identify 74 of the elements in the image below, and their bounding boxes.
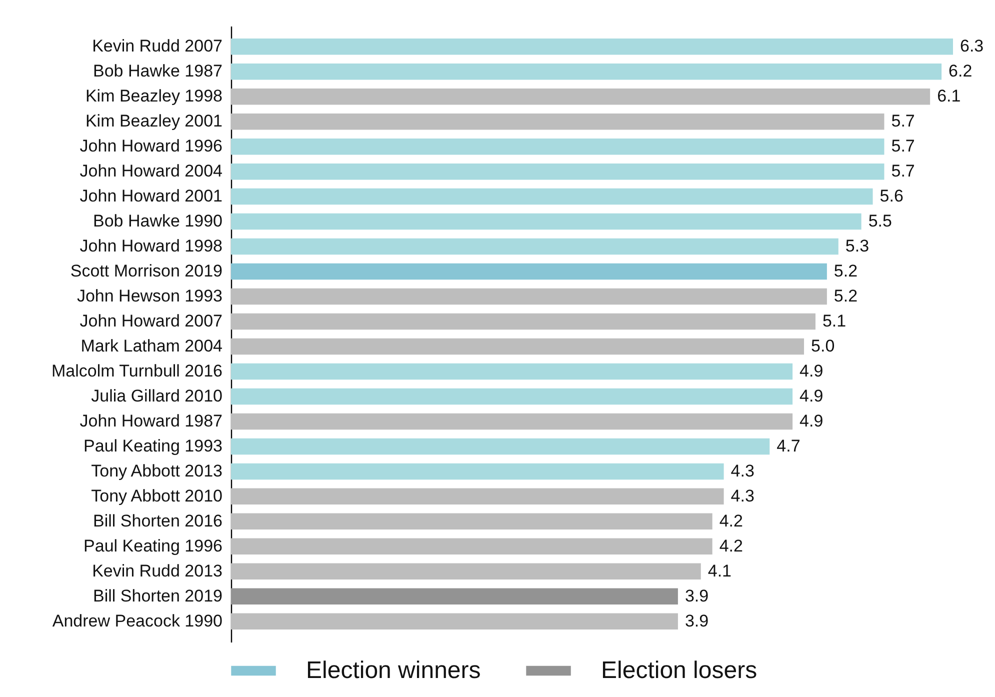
y-tick-label: Malcolm Turnbull 2016 xyxy=(51,361,222,380)
y-tick-label: Bill Shorten 2016 xyxy=(93,511,222,530)
bar xyxy=(231,413,793,430)
bar xyxy=(231,388,793,405)
data-label: 6.1 xyxy=(937,86,961,106)
data-label: 4.1 xyxy=(708,561,732,580)
bar xyxy=(231,163,884,180)
y-tick-label: Kim Beazley 2001 xyxy=(85,112,222,131)
bar xyxy=(231,263,827,280)
bar xyxy=(231,438,770,455)
bar xyxy=(231,588,678,605)
bar xyxy=(231,88,930,105)
y-tick-label: John Howard 1998 xyxy=(80,236,222,256)
data-label: 6.3 xyxy=(960,36,984,56)
y-tick-label: John Howard 1996 xyxy=(80,136,222,156)
data-label: 5.2 xyxy=(834,286,858,306)
data-label: 3.9 xyxy=(684,586,709,606)
bar xyxy=(231,513,712,530)
data-label: 4.2 xyxy=(719,536,743,556)
data-label: 3.9 xyxy=(684,611,709,630)
bar xyxy=(231,38,953,55)
bar xyxy=(231,313,816,330)
y-tick-label: Kevin Rudd 2013 xyxy=(92,561,222,580)
data-label: 6.2 xyxy=(948,62,972,81)
y-tick-label: Tony Abbott 2010 xyxy=(91,486,222,506)
y-tick-label: Scott Morrison 2019 xyxy=(70,262,222,281)
data-label: 4.3 xyxy=(730,486,754,506)
y-tick-label: John Howard 2001 xyxy=(80,186,222,206)
y-tick-label: Bob Hawke 1987 xyxy=(93,62,222,81)
data-label: 4.2 xyxy=(719,511,743,530)
bar xyxy=(231,113,884,130)
bar xyxy=(231,613,678,630)
data-label: 4.7 xyxy=(776,436,800,456)
y-tick-label: Bill Shorten 2019 xyxy=(93,586,222,606)
bar xyxy=(231,138,884,155)
legend-label: Election winners xyxy=(306,656,481,684)
y-tick-label: Kim Beazley 1998 xyxy=(85,86,222,106)
data-label: 5.7 xyxy=(891,162,915,181)
bar xyxy=(231,238,838,255)
y-tick-label: John Howard 2004 xyxy=(80,162,222,181)
y-tick-label: John Howard 1987 xyxy=(80,411,222,430)
data-label: 5.3 xyxy=(845,236,870,256)
data-label: 4.3 xyxy=(730,461,754,480)
data-label: 4.9 xyxy=(800,361,824,380)
y-tick-label: Bob Hawke 1990 xyxy=(93,212,222,231)
bar xyxy=(231,63,942,80)
legend-label: Election losers xyxy=(601,656,758,684)
data-label: 5.0 xyxy=(811,336,835,356)
y-tick-label: Andrew Peacock 1990 xyxy=(52,611,222,630)
y-tick-label: Paul Keating 1996 xyxy=(84,536,222,556)
y-tick-label: Tony Abbott 2013 xyxy=(91,461,222,480)
y-tick-label: Paul Keating 1993 xyxy=(84,436,222,456)
data-label: 5.6 xyxy=(880,186,904,206)
bar xyxy=(231,288,827,305)
bar xyxy=(231,463,724,480)
data-label: 4.9 xyxy=(800,386,824,406)
bar xyxy=(231,338,804,355)
bar xyxy=(231,188,873,205)
bar xyxy=(231,213,862,230)
bar xyxy=(231,563,701,580)
data-label: 5.5 xyxy=(868,212,892,231)
data-label: 5.7 xyxy=(891,136,915,156)
y-tick-label: Kevin Rudd 2007 xyxy=(92,36,222,56)
y-tick-label: Mark Latham 2004 xyxy=(80,336,222,356)
y-tick-label: John Hewson 1993 xyxy=(76,286,222,306)
bar xyxy=(231,488,724,505)
data-label: 5.7 xyxy=(891,112,915,131)
bar xyxy=(231,363,793,380)
data-label: 4.9 xyxy=(800,411,824,430)
bar xyxy=(231,538,712,555)
y-tick-label: Julia Gillard 2010 xyxy=(91,386,222,406)
y-tick-label: John Howard 2007 xyxy=(80,312,222,331)
data-label: 5.1 xyxy=(822,312,846,331)
data-label: 5.2 xyxy=(834,262,858,281)
